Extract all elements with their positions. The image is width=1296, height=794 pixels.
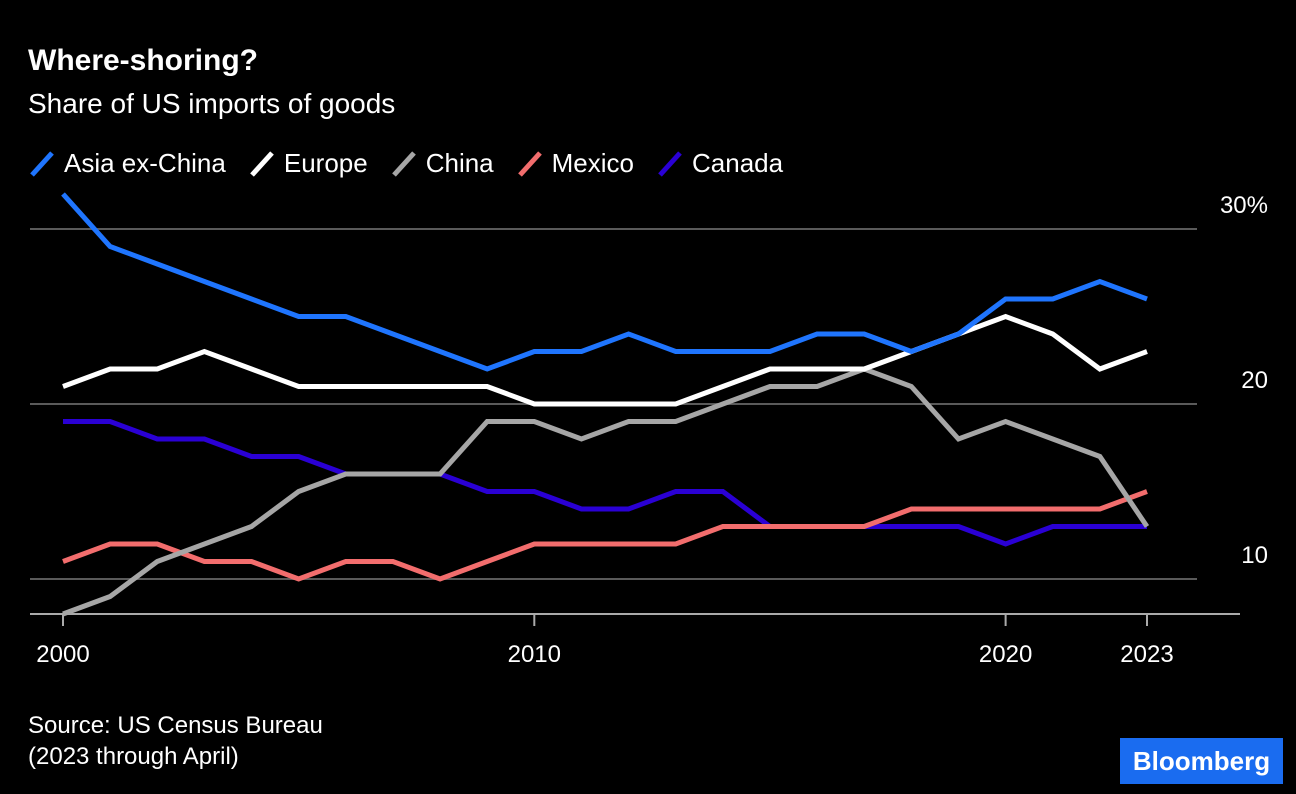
legend-swatch-icon xyxy=(30,150,54,177)
legend-item: Europe xyxy=(248,148,368,179)
legend-item: Canada xyxy=(656,148,783,179)
legend-label: Canada xyxy=(692,148,784,178)
series-line-china xyxy=(62,366,1150,617)
series-line-europe xyxy=(62,313,1148,407)
source-note: Source: US Census Bureau (2023 through A… xyxy=(28,710,323,772)
bloomberg-logo: Bloomberg xyxy=(1120,738,1283,784)
legend-label: Mexico xyxy=(551,148,634,178)
y-tick-label: 10 xyxy=(1241,542,1268,569)
x-tick-label: 2000 xyxy=(36,641,89,668)
legend-swatch-icon xyxy=(250,150,274,177)
legend-swatch-icon xyxy=(391,150,416,177)
series-line-mexico xyxy=(62,489,1148,582)
x-tick-label: 2023 xyxy=(1120,641,1173,668)
series-line-canada xyxy=(63,419,1147,547)
legend-item: Asia ex-China xyxy=(28,148,226,179)
legend-item: Mexico xyxy=(516,148,634,179)
legend-item: China xyxy=(390,148,494,179)
chart-subtitle: Share of US imports of goods xyxy=(28,88,396,119)
legend-label: Asia ex-China xyxy=(64,148,226,178)
legend-label: China xyxy=(425,148,494,178)
y-tick-label: 30% xyxy=(1220,192,1268,219)
legend-label: Europe xyxy=(283,148,368,178)
legend: Asia ex-China Europe China Mexico Canada xyxy=(28,148,783,179)
series-line-asia-ex-china xyxy=(61,192,1148,372)
x-tick-label: 2020 xyxy=(979,641,1032,668)
chart-title: Where-shoring? xyxy=(28,44,258,77)
y-tick-label: 20 xyxy=(1241,367,1268,394)
source-footnote: (2023 through April) xyxy=(28,743,239,770)
legend-swatch-icon xyxy=(658,150,682,177)
legend-swatch-icon xyxy=(517,150,542,177)
source-line: Source: US Census Bureau xyxy=(28,712,323,739)
x-tick-label: 2010 xyxy=(508,641,561,668)
